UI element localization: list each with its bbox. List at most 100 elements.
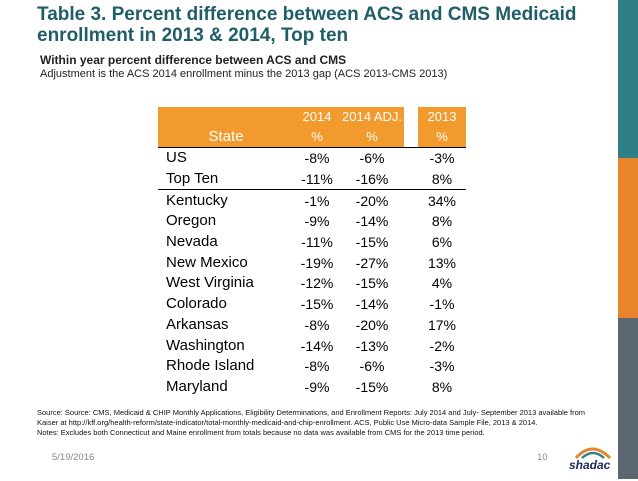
slide-title: Table 3. Percent difference between ACS …	[37, 4, 577, 46]
value-2013-cell: 34%	[418, 189, 466, 212]
value-2014-adj-cell: -27%	[355, 254, 389, 271]
value-2014-cell: -8%	[294, 146, 340, 169]
value-2014-adj-cell: -14%	[355, 213, 389, 230]
header-2013: 2013	[418, 107, 466, 127]
value-2014-cell: -14%	[300, 337, 334, 354]
state-cell: Washington	[166, 336, 245, 354]
gap-cell	[404, 252, 418, 273]
table-row: Nevada -11% -15% 6%	[158, 232, 466, 253]
header-gap	[404, 107, 418, 127]
header-pct-2014: %	[294, 127, 340, 148]
table-row: Washington -14% -13% -2%	[158, 335, 466, 356]
header-pct-2013: %	[418, 127, 466, 148]
gap-cell	[404, 377, 418, 398]
gap-cell	[404, 335, 418, 356]
value-2014-adj-cell: -6%	[359, 358, 385, 375]
state-cell: Top Ten	[166, 170, 219, 188]
header-pct-2014-adj: %	[340, 127, 404, 148]
value-2013-cell: -2%	[429, 337, 455, 354]
source-footnote: Source: Source: CMS, Medicaid & CHIP Mon…	[37, 408, 627, 438]
table-row: US -8% -6% -3%	[158, 146, 466, 169]
value-2013-cell: 8%	[431, 213, 453, 230]
gap-cell	[404, 315, 418, 336]
page-number: 10	[537, 452, 548, 463]
state-cell: Kentucky	[158, 189, 294, 212]
footnote-line: Notes: Excludes both Connecticut and Mai…	[37, 428, 485, 437]
adjustment-note: Adjustment is the ACS 2014 enrollment mi…	[40, 68, 448, 80]
value-2014-adj-cell: -15%	[355, 275, 389, 292]
table-row: West Virginia -12% -15% 4%	[158, 273, 466, 294]
sidebar-gray-block	[618, 318, 638, 479]
gap-cell	[404, 273, 418, 294]
value-2014-adj-cell: -6%	[340, 146, 404, 169]
value-2014-cell: -1%	[294, 189, 340, 212]
gap-cell	[404, 169, 418, 190]
enrollment-table: 2014 2014 ADJ. 2013 State % % % US -8% -6%…	[158, 107, 466, 397]
gap-cell	[404, 232, 418, 253]
sidebar-teal-block	[618, 0, 638, 158]
value-2013-cell: -3%	[429, 358, 455, 375]
table-row: Maryland -9% -15% 8%	[158, 377, 466, 398]
gap-cell	[404, 211, 418, 232]
logo-arc-icon	[574, 447, 612, 460]
slide-subtitle: Within year percent difference between A…	[40, 53, 347, 67]
table-row: Colorado -15% -14% -1%	[158, 294, 466, 315]
table-row: Oregon -9% -14% 8%	[158, 211, 466, 232]
gap-cell	[404, 146, 418, 169]
gap-cell	[404, 294, 418, 315]
value-2013-cell: 8%	[431, 378, 453, 395]
value-2013-cell: 4%	[431, 275, 453, 292]
value-2014-cell: -9%	[304, 213, 330, 230]
value-2013-cell: 13%	[427, 254, 457, 271]
decorative-sidebar	[618, 0, 638, 479]
gap-cell	[404, 356, 418, 377]
value-2014-cell: -9%	[304, 378, 330, 395]
table-row: Arkansas -8% -20% 17%	[158, 315, 466, 336]
state-cell: Rhode Island	[166, 357, 255, 375]
value-2014-adj-cell: -15%	[355, 378, 389, 395]
state-cell: Colorado	[166, 295, 227, 313]
footnote-line: Source: Source: CMS, Medicaid & CHIP Mon…	[37, 408, 586, 417]
header-2014: 2014	[294, 107, 340, 127]
logo-text: shadac	[569, 458, 611, 472]
value-2013-cell: 17%	[427, 316, 457, 333]
shadac-logo: shadac	[566, 442, 618, 476]
value-2013-cell: 6%	[431, 234, 453, 251]
table-row: Kentucky -1% -20% 34%	[158, 189, 466, 212]
table-header-row-2: State % % %	[158, 127, 466, 148]
state-cell: New Mexico	[166, 253, 248, 271]
header-blank	[158, 107, 294, 127]
state-cell: Arkansas	[166, 315, 229, 333]
state-cell: US	[158, 146, 294, 169]
value-2014-adj-cell: -16%	[355, 171, 389, 188]
slide-date: 5/19/2016	[52, 452, 95, 463]
value-2014-cell: -11%	[301, 234, 333, 251]
value-2014-cell: -12%	[300, 275, 334, 292]
value-2014-cell: -11%	[301, 171, 333, 188]
value-2013-cell: -1%	[429, 296, 455, 313]
value-2014-cell: -19%	[300, 254, 334, 271]
table-row: Top Ten -11% -16% 8%	[158, 169, 466, 190]
table-header-row-1: 2014 2014 ADJ. 2013	[158, 107, 466, 127]
footnote-line: Kaiser at http://kff.org/health-reform/s…	[37, 418, 538, 427]
state-cell: Nevada	[166, 233, 218, 251]
value-2014-adj-cell: -14%	[355, 296, 389, 313]
value-2014-cell: -8%	[304, 358, 330, 375]
value-2014-adj-cell: -20%	[340, 189, 404, 212]
header-gap	[404, 127, 418, 148]
gap-cell	[404, 189, 418, 212]
sidebar-orange-block	[618, 158, 638, 318]
header-state: State	[158, 127, 294, 148]
value-2014-adj-cell: -15%	[355, 234, 389, 251]
value-2014-adj-cell: -20%	[355, 316, 389, 333]
header-2014-adj: 2014 ADJ.	[340, 107, 404, 127]
table-row: Rhode Island -8% -6% -3%	[158, 356, 466, 377]
state-cell: Maryland	[166, 377, 228, 395]
value-2014-adj-cell: -13%	[355, 337, 389, 354]
state-cell: West Virginia	[166, 274, 254, 292]
value-2013-cell: 8%	[431, 171, 453, 188]
value-2013-cell: -3%	[418, 146, 466, 169]
value-2014-cell: -15%	[300, 296, 334, 313]
state-cell: Oregon	[166, 212, 217, 230]
table-row: New Mexico -19% -27% 13%	[158, 252, 466, 273]
